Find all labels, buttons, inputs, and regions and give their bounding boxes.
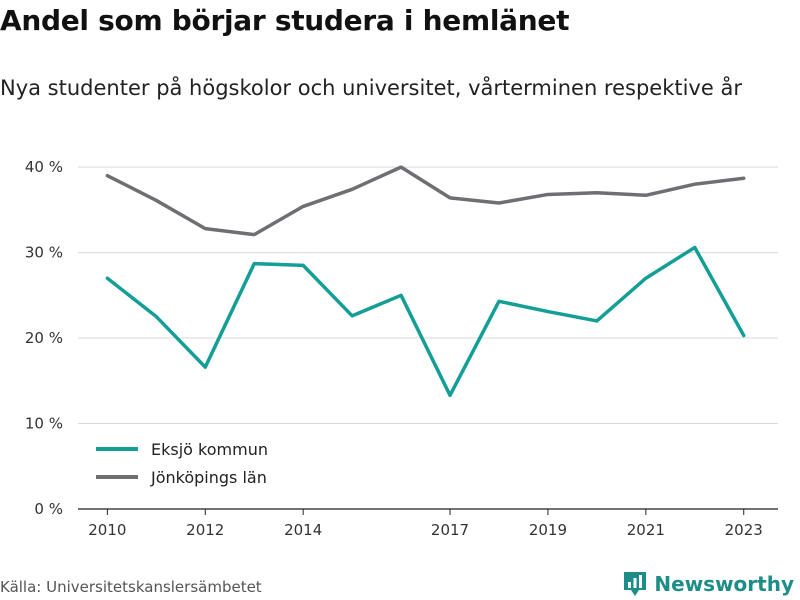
y-tick-label: 10 % bbox=[25, 415, 63, 433]
newsworthy-logo-icon bbox=[624, 572, 647, 596]
chart-subtitle: Nya studenter på högskolor och universit… bbox=[0, 76, 742, 100]
y-tick-label: 40 % bbox=[25, 158, 63, 176]
y-tick-label: 20 % bbox=[25, 329, 63, 347]
x-tick-label: 2023 bbox=[725, 521, 763, 539]
series-line-jonkoping bbox=[105, 165, 746, 237]
line-chart: 0 % 10 % 20 % 30 % 40 % 2010 2012 2014 2017 2019 2… bbox=[25, 158, 778, 539]
y-tick-label: 30 % bbox=[25, 244, 63, 262]
chart-title: Andel som börjar studera i hemlänet bbox=[0, 4, 570, 37]
x-tick-label: 2014 bbox=[284, 521, 322, 539]
brand-name: Newsworthy bbox=[654, 572, 794, 596]
x-tick-label: 2012 bbox=[186, 521, 224, 539]
legend-label: Jönköpings län bbox=[150, 468, 267, 487]
source-note: Källa: Universitetskanslersämbetet bbox=[0, 578, 262, 596]
legend-label: Eksjö kommun bbox=[151, 440, 268, 459]
y-tick-label: 0 % bbox=[34, 500, 63, 518]
x-tick-label: 2019 bbox=[529, 521, 567, 539]
x-tick-label: 2021 bbox=[627, 521, 665, 539]
x-tick-label: 2017 bbox=[431, 521, 469, 539]
x-tick-label: 2010 bbox=[88, 521, 126, 539]
brand-logo: Newsworthy bbox=[622, 570, 794, 598]
series-line-eksjo bbox=[105, 245, 746, 398]
